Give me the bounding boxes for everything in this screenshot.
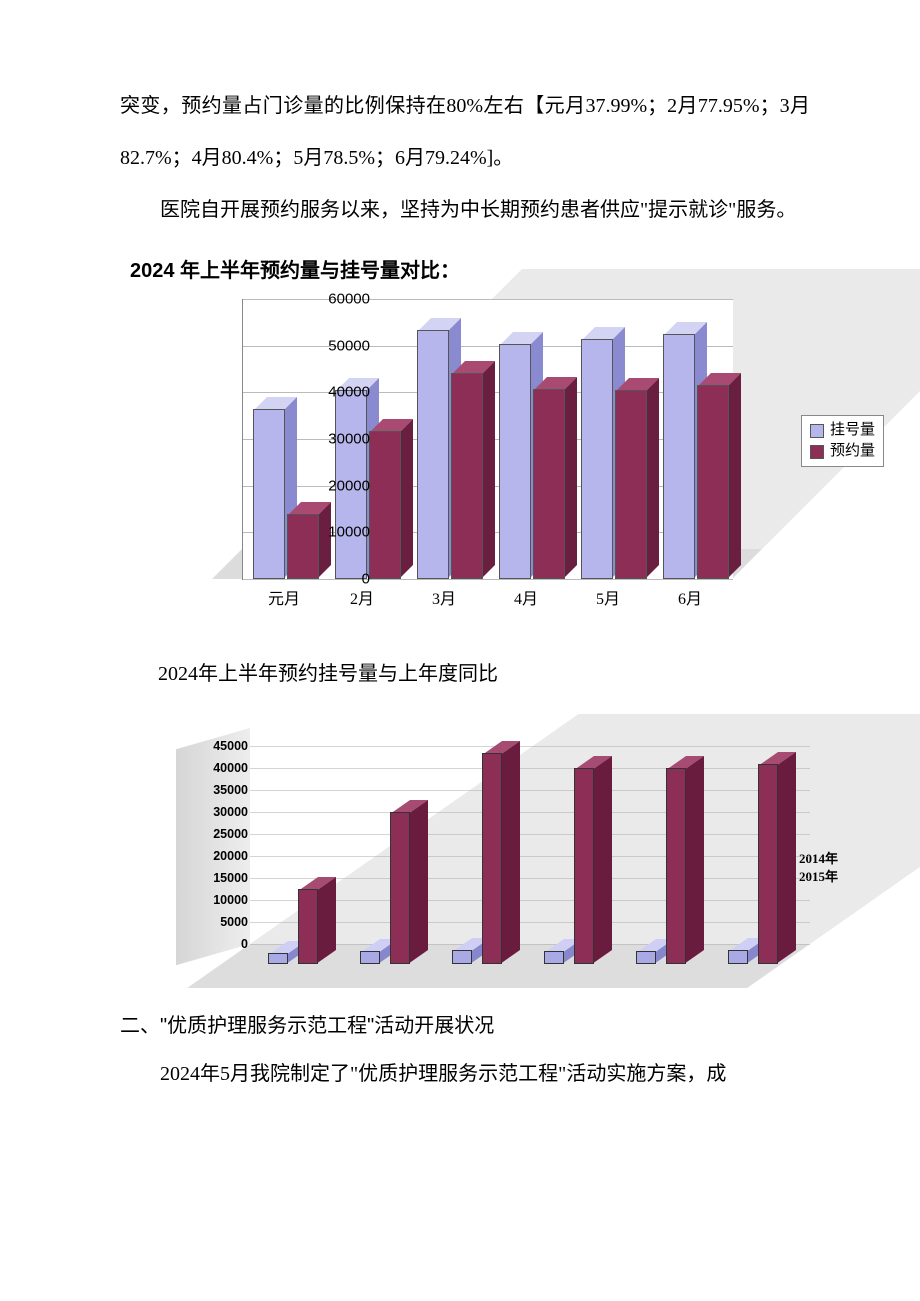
chart1-xtick: 6月 — [678, 585, 702, 609]
chart1-bar — [287, 516, 317, 579]
chart1-ytick: 10000 — [314, 524, 370, 541]
chart2-ytick: 10000 — [204, 893, 248, 907]
chart1-ytick: 60000 — [314, 291, 370, 308]
chart1-bar — [253, 411, 283, 579]
chart1: 挂号量 预约量 0100002000030000400005000060000元… — [180, 293, 870, 633]
chart2-bar — [298, 891, 316, 964]
paragraph-2: 医院自开展预约服务以来，坚持为中长期预约患者供应"提示就诊"服务。 — [120, 184, 810, 236]
chart2-bar — [452, 952, 470, 964]
chart2-ytick: 20000 — [204, 849, 248, 863]
chart1-xtick: 元月 — [268, 585, 300, 609]
chart2-bar — [268, 955, 286, 964]
chart1-bar — [369, 433, 399, 579]
legend-item-guahao: 挂号量 — [810, 420, 875, 441]
chart1-bar — [499, 346, 529, 579]
chart1-bar — [663, 336, 693, 579]
chart1-bar — [615, 392, 645, 579]
chart2-bar — [544, 953, 562, 964]
chart1-xtick: 4月 — [514, 585, 538, 609]
legend-item-yuyue: 预约量 — [810, 441, 875, 462]
chart2-bar — [574, 770, 592, 964]
chart2-ytick: 30000 — [204, 805, 248, 819]
section-2-heading: 二、"优质护理服务示范工程"活动开展状况 — [120, 1009, 810, 1038]
chart2-bar — [390, 814, 408, 964]
chart1-bar — [581, 341, 611, 579]
paragraph-3: 2024年5月我院制定了"优质护理服务示范工程"活动实施方案，成 — [120, 1048, 810, 1100]
chart2-ytick: 0 — [204, 937, 248, 951]
chart1-xtick: 5月 — [596, 585, 620, 609]
chart2-ytick: 40000 — [204, 761, 248, 775]
chart1-ytick: 50000 — [314, 337, 370, 354]
chart1-bar — [697, 387, 727, 579]
chart2-caption: 2024年上半年预约挂号量与上年度同比 — [158, 657, 810, 686]
chart2-bar — [758, 766, 776, 964]
chart2-ytick: 25000 — [204, 827, 248, 841]
legend-swatch-guahao — [810, 424, 824, 438]
legend-swatch-yuyue — [810, 445, 824, 459]
chart1-bar — [451, 375, 481, 579]
chart1-ytick: 40000 — [314, 384, 370, 401]
legend-label-yuyue: 预约量 — [830, 441, 875, 462]
chart2-ytick: 35000 — [204, 783, 248, 797]
chart1-xtick: 2月 — [350, 585, 374, 609]
chart2-ytick: 15000 — [204, 871, 248, 885]
chart2-bar — [666, 770, 684, 964]
chart2-bar — [360, 953, 378, 964]
chart1-bar — [533, 391, 563, 579]
chart2-ytick: 45000 — [204, 739, 248, 753]
chart1-bar — [417, 332, 447, 579]
chart2: 2014年 2015年 0500010000150002000025000300… — [100, 726, 830, 1001]
paragraph-1: 突变，预约量占门诊量的比例保持在80%左右【元月37.99%；2月77.95%；… — [120, 80, 810, 184]
legend-label-guahao: 挂号量 — [830, 420, 875, 441]
chart1-xtick: 3月 — [432, 585, 456, 609]
chart1-ytick: 30000 — [314, 431, 370, 448]
chart2-bar — [636, 953, 654, 964]
chart2-ytick: 5000 — [204, 915, 248, 929]
chart2-bar — [482, 755, 500, 964]
chart1-ytick: 20000 — [314, 477, 370, 494]
chart1-legend: 挂号量 预约量 — [801, 415, 884, 467]
chart2-bar — [728, 952, 746, 964]
legend-label-2014: 2014年 — [799, 850, 838, 868]
